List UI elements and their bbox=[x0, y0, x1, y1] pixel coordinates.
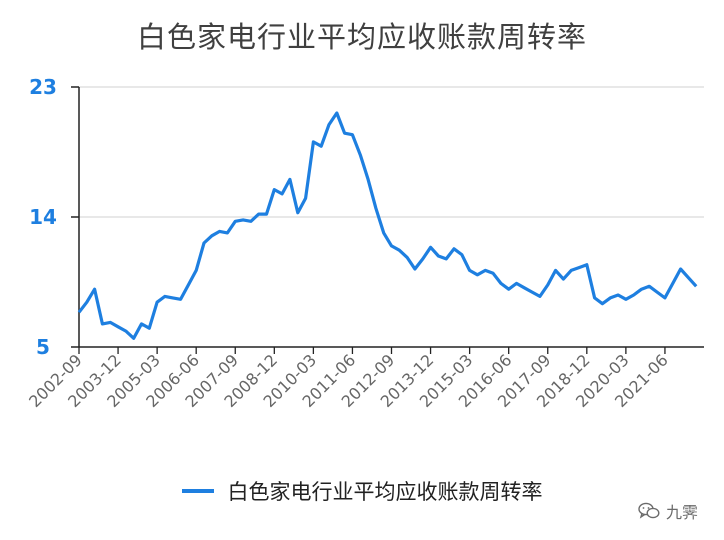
data-point bbox=[672, 283, 673, 284]
data-point bbox=[211, 235, 212, 236]
axes bbox=[71, 86, 704, 354]
y-tick-labels: 5 14 23 bbox=[29, 75, 57, 359]
data-point bbox=[547, 284, 548, 285]
data-point bbox=[563, 279, 564, 280]
data-point bbox=[375, 208, 376, 209]
legend: 白色家电行业平均应收账款周转率 bbox=[0, 476, 724, 506]
data-point bbox=[235, 221, 236, 222]
data-point bbox=[586, 264, 587, 265]
data-point bbox=[180, 299, 181, 300]
data-point bbox=[86, 302, 87, 303]
data-point bbox=[438, 256, 439, 257]
data-point bbox=[539, 296, 540, 297]
data-point bbox=[94, 289, 95, 290]
y-tick-label: 5 bbox=[36, 335, 50, 359]
data-point bbox=[602, 303, 603, 304]
data-point bbox=[399, 250, 400, 251]
gridlines bbox=[79, 86, 704, 218]
data-point bbox=[352, 134, 353, 135]
data-point bbox=[516, 283, 517, 284]
data-point bbox=[164, 296, 165, 297]
data-point bbox=[422, 258, 423, 259]
data-point bbox=[508, 289, 509, 290]
data-point bbox=[555, 270, 556, 271]
watermark: 九霁 bbox=[638, 499, 698, 523]
data-point bbox=[477, 274, 478, 275]
data-point bbox=[297, 212, 298, 213]
line-chart: 5 14 23 2002-092003-122005-032006-062007-0… bbox=[25, 75, 704, 411]
data-point bbox=[289, 179, 290, 180]
data-point bbox=[461, 254, 462, 255]
data-point bbox=[625, 299, 626, 300]
data-point bbox=[696, 286, 697, 287]
data-point bbox=[282, 193, 283, 194]
chart-title: 白色家电行业平均应收账款周转率 bbox=[136, 20, 587, 54]
data-point bbox=[641, 289, 642, 290]
wechat-icon bbox=[638, 502, 660, 519]
data-point bbox=[196, 270, 197, 271]
data-point bbox=[266, 214, 267, 215]
data-point bbox=[493, 273, 494, 274]
data-point bbox=[125, 331, 126, 332]
data-point bbox=[79, 312, 80, 313]
y-tick-label: 14 bbox=[29, 205, 57, 229]
data-point bbox=[274, 189, 275, 190]
data-point bbox=[524, 287, 525, 288]
data-point bbox=[657, 292, 658, 293]
data-point bbox=[430, 247, 431, 248]
data-point bbox=[414, 269, 415, 270]
data-point bbox=[157, 302, 158, 303]
data-point bbox=[383, 232, 384, 233]
data-point bbox=[102, 323, 103, 324]
legend-label: 白色家电行业平均应收账款周转率 bbox=[227, 480, 543, 504]
data-point bbox=[649, 286, 650, 287]
data-point bbox=[532, 292, 533, 293]
data-point bbox=[469, 270, 470, 271]
data-point bbox=[407, 257, 408, 258]
data-point bbox=[329, 124, 330, 125]
series-line bbox=[77, 111, 698, 340]
data-point bbox=[250, 221, 251, 222]
data-point bbox=[485, 270, 486, 271]
data-point bbox=[118, 326, 119, 327]
data-point bbox=[110, 322, 111, 323]
data-point bbox=[204, 243, 205, 244]
series-layer bbox=[77, 111, 698, 340]
watermark-text: 九霁 bbox=[665, 503, 698, 522]
data-point bbox=[149, 328, 150, 329]
data-point bbox=[500, 283, 501, 284]
data-point bbox=[219, 231, 220, 232]
data-point bbox=[368, 179, 369, 180]
data-point bbox=[243, 219, 244, 220]
data-point bbox=[360, 154, 361, 155]
x-tick-labels: 2002-092003-122005-032006-062007-092008-… bbox=[25, 350, 672, 411]
data-point bbox=[633, 295, 634, 296]
data-point bbox=[664, 297, 665, 298]
legend-swatch bbox=[181, 489, 214, 493]
data-point bbox=[336, 113, 337, 114]
data-point bbox=[688, 277, 689, 278]
data-point bbox=[571, 270, 572, 271]
data-point bbox=[188, 284, 189, 285]
data-point bbox=[680, 269, 681, 270]
y-tick-label: 23 bbox=[29, 75, 57, 99]
data-point bbox=[610, 297, 611, 298]
data-point bbox=[391, 245, 392, 246]
data-point bbox=[227, 232, 228, 233]
data-point bbox=[172, 297, 173, 298]
data-point bbox=[344, 133, 345, 134]
data-point bbox=[141, 323, 142, 324]
data-point bbox=[454, 248, 455, 249]
data-point bbox=[305, 198, 306, 199]
data-point bbox=[618, 295, 619, 296]
data-point bbox=[133, 338, 134, 339]
data-point bbox=[594, 297, 595, 298]
data-point bbox=[446, 258, 447, 259]
data-point bbox=[579, 267, 580, 268]
data-point bbox=[321, 146, 322, 147]
data-point bbox=[313, 141, 314, 142]
data-point bbox=[258, 214, 259, 215]
